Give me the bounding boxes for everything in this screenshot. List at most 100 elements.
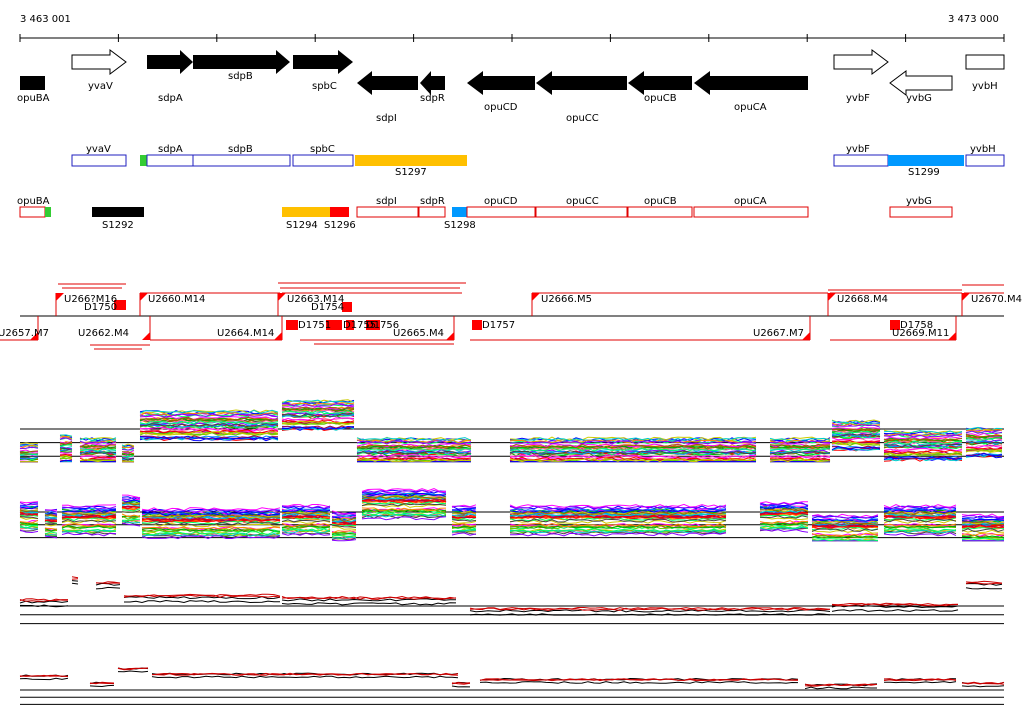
downshift-label: D1756	[366, 320, 399, 331]
profile-series-line	[883, 440, 963, 445]
segment-S1299[interactable]	[888, 155, 964, 166]
gene-opuBA[interactable]: opuBA	[17, 76, 50, 104]
profile-series-line	[451, 511, 477, 515]
transcript-box[interactable]	[466, 206, 536, 218]
profile-series-line	[759, 522, 809, 526]
gene-sdpB[interactable]: sdpB	[193, 50, 290, 82]
transcript-box[interactable]	[889, 206, 953, 218]
profile-series-line	[281, 598, 457, 602]
coordinate-ruler: 3 463 001 3 473 000	[19, 14, 1005, 42]
gene-yvbG[interactable]: yvbG	[889, 70, 953, 104]
profile-series-line	[831, 446, 881, 451]
profile-series-line	[883, 505, 957, 510]
profile-series-line	[509, 523, 726, 528]
profile-series-line	[141, 517, 281, 523]
profile-series-line	[121, 444, 135, 448]
profile-series-line	[59, 456, 73, 460]
profile-series-line	[121, 446, 135, 449]
gene-spbC[interactable]: spbC	[293, 50, 353, 92]
profile-series-line	[59, 440, 73, 445]
profile-series-line	[141, 526, 281, 530]
transcript-box[interactable]	[535, 206, 628, 218]
transcript-box[interactable]	[627, 206, 693, 218]
coord-end-label: 3 473 000	[948, 14, 999, 25]
segment-green[interactable]	[140, 155, 147, 166]
profile-series-line	[961, 532, 1005, 537]
downshift-label: D1757	[482, 320, 515, 331]
profile-series-line	[965, 430, 1003, 435]
gene-label: sdpR	[420, 93, 445, 104]
profile-series-line	[769, 450, 831, 455]
gene-yvbH[interactable]: yvbH	[965, 54, 1005, 92]
gene-yvbF[interactable]: yvbF	[833, 49, 889, 104]
profile-series-line	[79, 447, 117, 452]
profile-series-line	[19, 677, 69, 681]
gene-opuCB[interactable]: opuCB	[628, 71, 692, 104]
gene-label: opuCD	[484, 102, 518, 113]
segment-S1298[interactable]	[452, 207, 467, 217]
gene-yvaV[interactable]: yvaV	[71, 49, 127, 92]
transcript-box[interactable]	[418, 206, 446, 218]
profile-series-line	[883, 523, 957, 527]
profile-series-line	[961, 521, 1005, 525]
transcript-box[interactable]	[292, 154, 354, 167]
gene-opuCC[interactable]: opuCC	[536, 71, 627, 124]
profile-series-line	[883, 447, 963, 452]
profile-series-line	[509, 522, 727, 528]
gene-opuCD[interactable]: opuCD	[467, 71, 535, 113]
profile-series-line	[139, 430, 279, 436]
upshift-label: U2660.M14	[148, 294, 205, 305]
profile-series-line	[281, 409, 355, 415]
profile-series-line	[811, 534, 879, 539]
profile-series-line	[451, 512, 477, 517]
segment-green[interactable]	[45, 207, 51, 217]
transcript-box[interactable]	[833, 154, 889, 167]
profile-series-line	[141, 532, 281, 537]
profile-series-line	[59, 444, 73, 447]
profile-series-line	[19, 453, 39, 455]
transcript-box[interactable]	[965, 154, 1005, 167]
gene-sdpA[interactable]: sdpA	[147, 50, 193, 104]
profile-series-line	[139, 416, 279, 421]
profile-series-line	[121, 454, 135, 458]
transcript-box[interactable]	[71, 154, 127, 167]
upshift-label: U2664.M14	[217, 328, 274, 339]
transcript-box[interactable]	[356, 206, 419, 218]
segment-label: S1298	[444, 220, 476, 231]
profile-series-line	[451, 519, 477, 522]
profile-series-line	[281, 403, 355, 407]
gene-sdpR[interactable]: sdpR	[420, 71, 445, 104]
segment-S1292[interactable]	[92, 207, 144, 217]
profile-series-line	[883, 449, 963, 454]
transcript-box[interactable]	[693, 206, 809, 218]
profile-series-line	[451, 505, 477, 508]
segment-S1297[interactable]	[355, 155, 467, 166]
gene-arrow	[889, 70, 953, 96]
profile-series-line	[44, 527, 58, 532]
gene-sdpI[interactable]: sdpI	[357, 71, 418, 124]
profile-series-line	[61, 514, 117, 519]
profile-series-line	[331, 521, 357, 526]
gene-arrow	[628, 71, 692, 95]
profile-series-line	[965, 587, 1003, 590]
transcript-box[interactable]	[19, 206, 46, 218]
profile-series-line	[356, 450, 472, 455]
profile-series-line	[509, 443, 757, 448]
profile-series-line	[59, 454, 73, 458]
profile-series-line	[811, 526, 879, 531]
profile-series-line	[331, 536, 357, 540]
profile-series-line	[509, 511, 727, 516]
profile-series-line	[281, 523, 331, 528]
profile-series-line	[44, 509, 58, 513]
segment-label: S1292	[102, 220, 134, 231]
segment-S1296[interactable]	[330, 207, 349, 217]
segment-S1294[interactable]	[282, 207, 330, 217]
profile-series-line	[883, 443, 963, 448]
profile-series-line	[509, 507, 727, 512]
gene-opuCA[interactable]: opuCA	[694, 71, 808, 113]
profile-series-line	[19, 501, 39, 504]
transcript-box[interactable]	[146, 154, 194, 167]
transcript-box[interactable]	[192, 154, 291, 167]
profile-series-line	[361, 493, 447, 498]
profile-series-line	[79, 439, 117, 444]
